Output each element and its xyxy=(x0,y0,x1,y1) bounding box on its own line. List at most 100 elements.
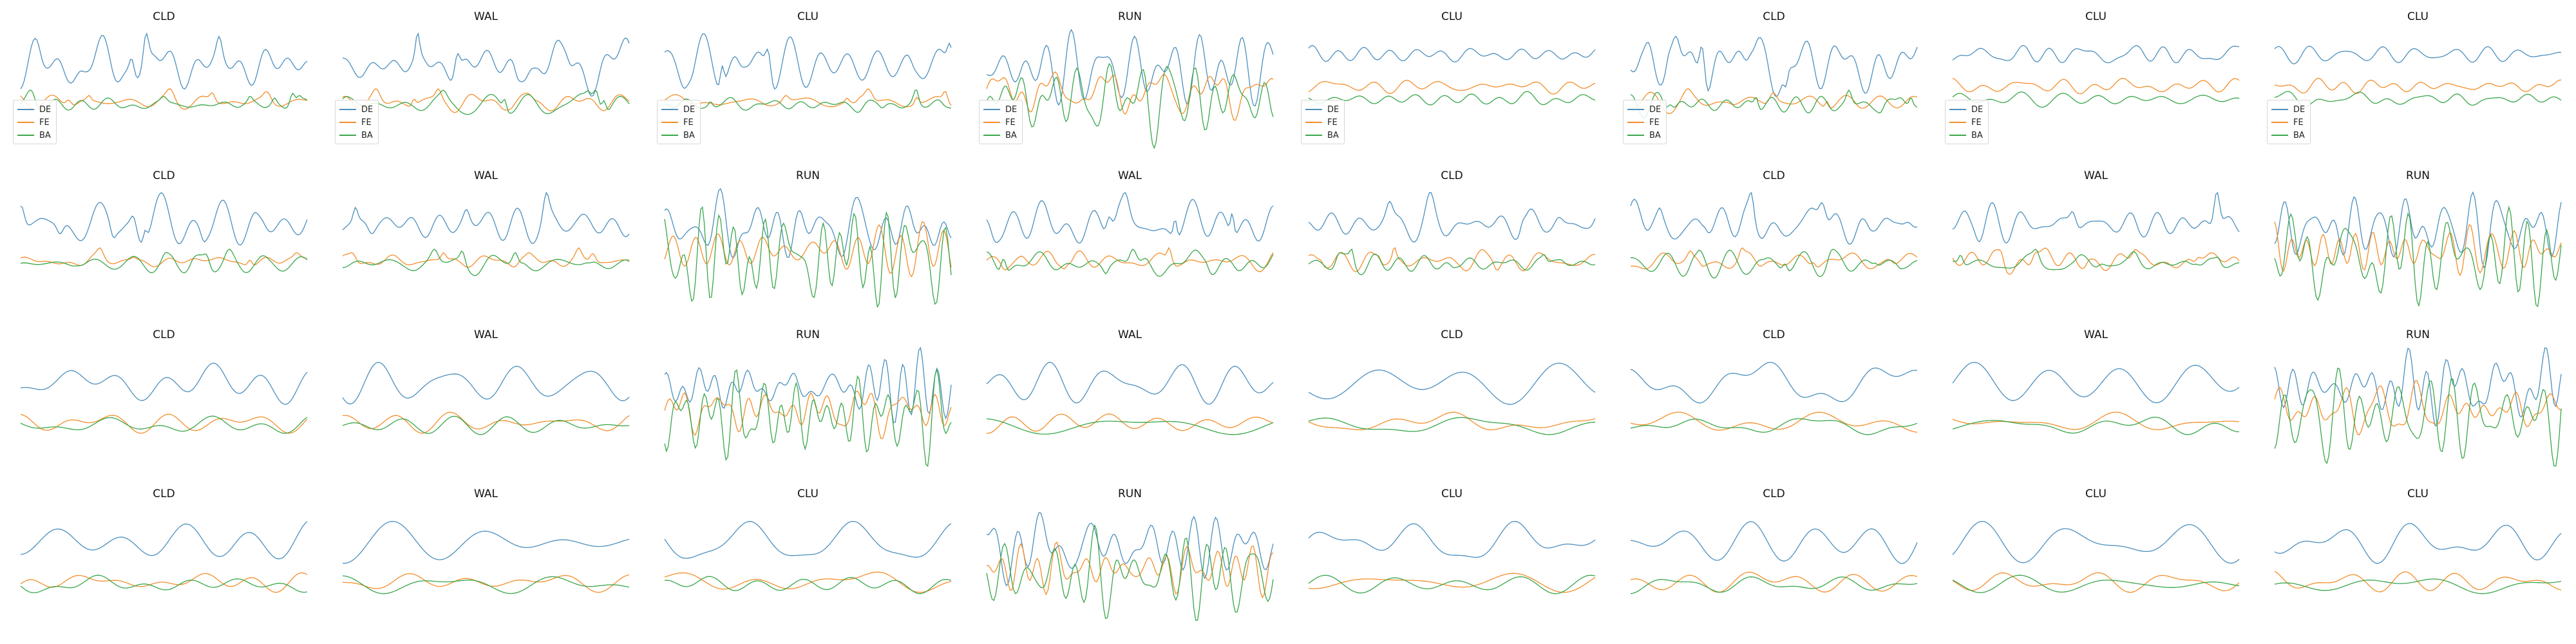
panel-plot xyxy=(986,192,1274,277)
legend: DE FE BA xyxy=(1623,100,1667,144)
legend-swatch xyxy=(983,109,1000,110)
chart-panel: RUN xyxy=(2274,327,2562,475)
series-line-ba xyxy=(986,418,1274,435)
series-line-ba xyxy=(2274,578,2562,594)
series-line-de xyxy=(986,512,1274,587)
panel-title: WAL xyxy=(2084,328,2108,341)
legend-swatch xyxy=(1949,122,1966,123)
series-line-ba xyxy=(1952,574,2240,593)
series-line-de xyxy=(664,520,952,559)
legend-swatch xyxy=(2271,122,2288,123)
series-line-fe xyxy=(20,413,308,434)
chart-panel: CLD xyxy=(20,168,308,316)
legend-label: BA xyxy=(683,130,695,140)
series-line-fe xyxy=(986,71,1274,121)
series-line-fe xyxy=(1952,412,2240,430)
chart-panel: CLU xyxy=(1308,486,1596,634)
panel-title: CLD xyxy=(1763,169,1785,182)
legend-swatch xyxy=(1627,122,1644,123)
chart-panel: WAL xyxy=(342,327,630,475)
panel-plot xyxy=(342,361,630,435)
legend-item: BA xyxy=(2271,129,2305,142)
chart-panel: CLD xyxy=(20,327,308,475)
legend: DE FE BA xyxy=(657,100,701,144)
panel-title: CLU xyxy=(2407,10,2429,23)
panel-plot xyxy=(2274,347,2562,467)
series-line-fe xyxy=(986,413,1274,434)
legend-item: FE xyxy=(339,116,373,129)
chart-panel: CLD xyxy=(1630,168,1918,316)
series-line-ba xyxy=(1630,249,1918,279)
legend-item: DE xyxy=(339,103,373,116)
series-line-de xyxy=(342,520,630,564)
series-line-ba xyxy=(1630,576,1918,594)
series-line-ba xyxy=(2274,205,2562,308)
chart-panel: RUN xyxy=(986,486,1274,634)
series-line-fe xyxy=(1952,572,2240,593)
panel-title: WAL xyxy=(474,10,498,23)
legend-label: BA xyxy=(1327,130,1339,140)
panel-title: WAL xyxy=(474,169,498,182)
chart-panel: WAL xyxy=(1952,327,2240,475)
chart-panel: CLU DE FE BA xyxy=(1945,9,2240,157)
legend-swatch xyxy=(1627,109,1644,110)
series-line-de xyxy=(20,363,308,405)
chart-panel: CLU DE FE BA xyxy=(2267,9,2562,157)
chart-panel: RUN xyxy=(664,168,952,316)
legend-swatch xyxy=(339,122,356,123)
series-line-fe xyxy=(2274,380,2562,435)
series-line-fe xyxy=(20,572,308,593)
series-line-ba xyxy=(1630,89,1918,118)
legend-swatch xyxy=(17,135,34,136)
series-line-de xyxy=(986,361,1274,405)
legend-item: DE xyxy=(983,103,1017,116)
legend: DE FE BA xyxy=(1945,100,1989,144)
legend-swatch xyxy=(2271,135,2288,136)
panel-plot xyxy=(1952,191,2240,275)
panel-plot xyxy=(2274,46,2562,108)
legend: DE FE BA xyxy=(13,100,57,144)
series-line-ba xyxy=(20,574,308,594)
panel-title: CLU xyxy=(2407,488,2429,500)
panel-title: RUN xyxy=(796,328,820,341)
legend-swatch xyxy=(983,122,1000,123)
panel-plot xyxy=(20,521,308,594)
series-line-fe xyxy=(342,88,630,113)
legend-swatch xyxy=(983,135,1000,136)
panel-plot xyxy=(1308,44,1596,106)
panel-plot xyxy=(20,192,308,274)
series-line-de xyxy=(986,28,1274,107)
legend-item: BA xyxy=(1627,129,1661,142)
series-line-ba xyxy=(342,90,630,115)
legend-label: FE xyxy=(683,117,694,128)
series-line-ba xyxy=(20,415,308,434)
panel-title: RUN xyxy=(1118,488,1142,500)
legend-label: BA xyxy=(1971,130,1983,140)
panel-title: WAL xyxy=(474,488,498,500)
series-line-de xyxy=(1630,191,1918,245)
legend-label: FE xyxy=(39,117,50,128)
legend-swatch xyxy=(1949,109,1966,110)
series-line-de xyxy=(2274,46,2562,64)
legend-label: DE xyxy=(1327,104,1340,115)
panel-title: CLU xyxy=(1441,488,1463,500)
panel-title: CLU xyxy=(1441,10,1463,23)
legend-label: BA xyxy=(361,130,373,140)
panel-plot xyxy=(664,187,952,308)
legend-item: DE xyxy=(1627,103,1661,116)
series-line-ba xyxy=(342,415,630,435)
series-line-fe xyxy=(1630,247,1918,270)
series-line-ba xyxy=(664,369,952,467)
legend: DE FE BA xyxy=(335,100,379,144)
legend-item: FE xyxy=(2271,116,2305,129)
legend-item: BA xyxy=(17,129,51,142)
panel-title: WAL xyxy=(1118,169,1142,182)
series-line-de xyxy=(1952,44,2240,64)
panel-title: CLD xyxy=(153,488,175,500)
legend-label: FE xyxy=(1005,117,1016,128)
chart-panel: CLD xyxy=(1630,486,1918,634)
panel-plot xyxy=(1952,520,2240,593)
series-line-ba xyxy=(20,90,308,113)
panel-plot xyxy=(1952,361,2240,435)
legend-label: BA xyxy=(1649,130,1661,140)
